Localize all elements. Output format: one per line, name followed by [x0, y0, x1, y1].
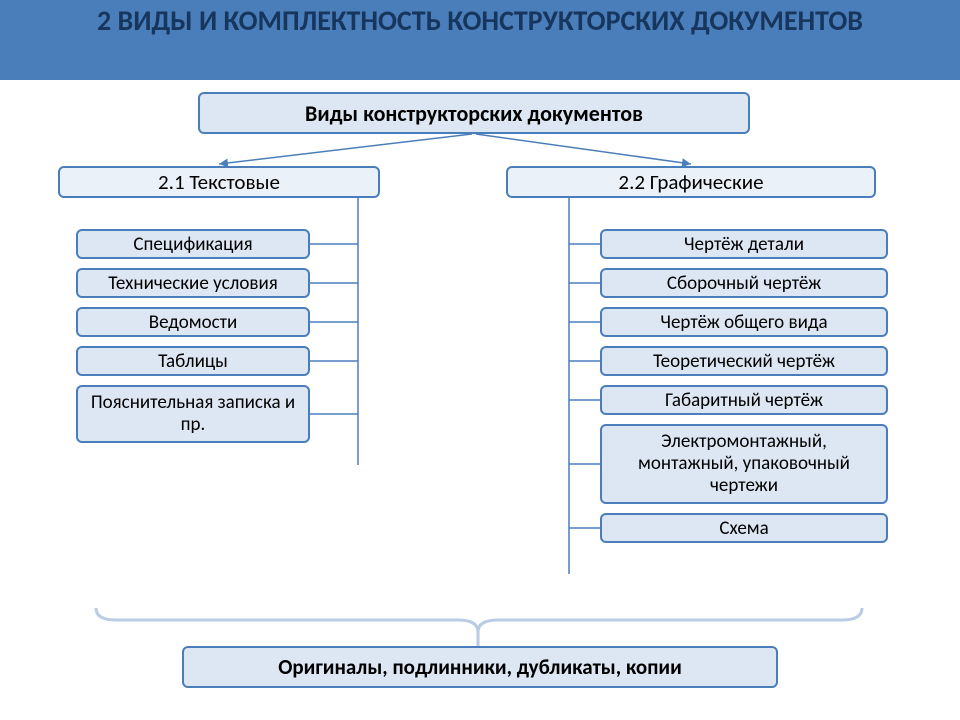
category-right: 2.2 Графические: [506, 166, 876, 198]
root-node: Виды конструкторских документов: [198, 92, 750, 134]
root-label: Виды конструкторских документов: [305, 100, 643, 127]
right-item: Теоретический чертёж: [600, 346, 888, 376]
category-right-label: 2.2 Графические: [618, 169, 763, 195]
footer-label: Оригиналы, подлинники, дубликаты, копии: [278, 654, 682, 680]
item-label: Габаритный чертёж: [665, 389, 823, 412]
item-label: Спецификация: [133, 233, 252, 256]
item-label: Таблицы: [158, 350, 228, 373]
item-label: Пояснительная записка и пр.: [86, 392, 300, 436]
item-label: Схема: [719, 517, 768, 540]
left-item: Ведомости: [76, 307, 310, 337]
item-label: Ведомости: [149, 311, 238, 334]
slide-title: 2 ВИДЫ И КОМПЛЕКТНОСТЬ КОНСТРУКТОРСКИХ Д…: [30, 4, 930, 38]
item-label: Чертёж общего вида: [660, 311, 827, 334]
left-item: Пояснительная записка и пр.: [76, 385, 310, 443]
right-item: Чертёж детали: [600, 229, 888, 259]
right-item: Габаритный чертёж: [600, 385, 888, 415]
left-item: Таблицы: [76, 346, 310, 376]
item-label: Чертёж детали: [684, 233, 804, 256]
left-item: Спецификация: [76, 229, 310, 259]
category-left-label: 2.1 Текстовые: [158, 169, 280, 195]
right-item: Чертёж общего вида: [600, 307, 888, 337]
right-item: Электромонтажный, монтажный, упаковочный…: [600, 424, 888, 504]
left-item: Технические условия: [76, 268, 310, 298]
category-left: 2.1 Текстовые: [58, 166, 380, 198]
slide-title-band: 2 ВИДЫ И КОМПЛЕКТНОСТЬ КОНСТРУКТОРСКИХ Д…: [0, 0, 960, 80]
item-label: Теоретический чертёж: [653, 350, 835, 373]
item-label: Сборочный чертёж: [667, 272, 821, 295]
item-label: Электромонтажный, монтажный, упаковочный…: [610, 431, 878, 497]
item-label: Технические условия: [108, 272, 277, 295]
footer-node: Оригиналы, подлинники, дубликаты, копии: [182, 646, 778, 688]
right-item: Схема: [600, 513, 888, 543]
right-item: Сборочный чертёж: [600, 268, 888, 298]
